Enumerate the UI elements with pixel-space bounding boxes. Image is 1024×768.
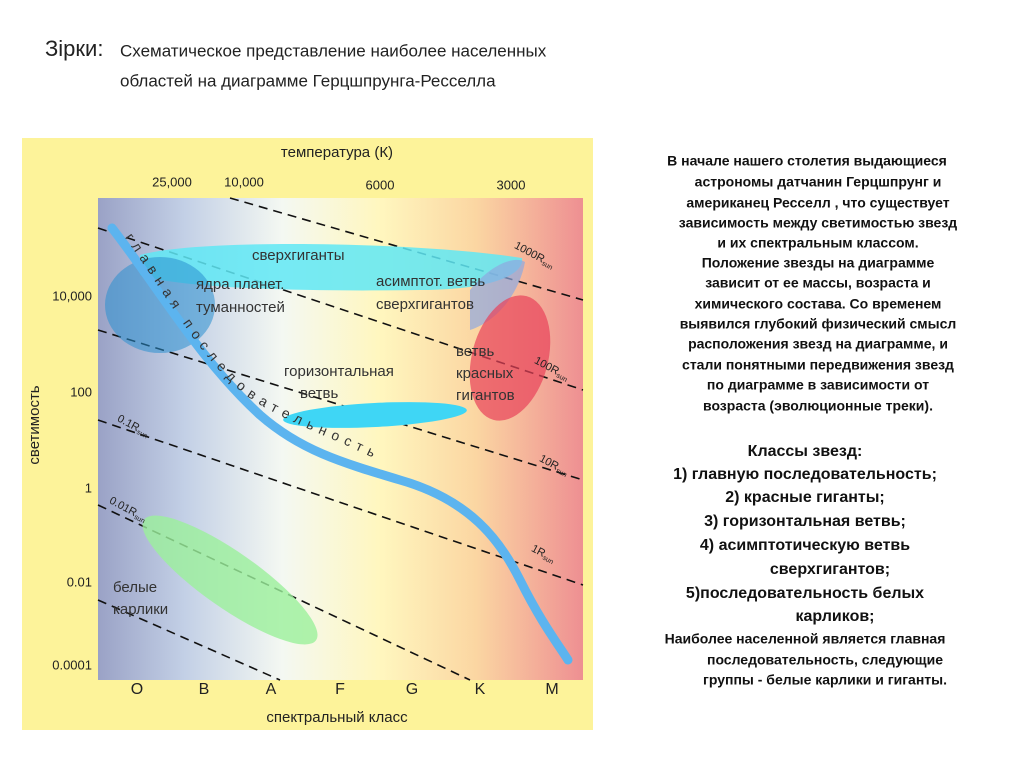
region-label: гигантов [456, 387, 515, 404]
radius-sub: sun [541, 554, 554, 566]
class-item: 4) асимптотическую ветвь [700, 537, 910, 554]
temperature-tick: 10,000 [224, 174, 264, 189]
asymptotic-region [470, 259, 525, 330]
radius-sub: sun [135, 429, 148, 441]
class-item: 1) главную последовательность; [673, 466, 937, 483]
conclusion-line: Наиболее населенной является главная [665, 631, 946, 647]
region-label: ветвь [300, 385, 338, 402]
region-label: сверхгигантов [376, 296, 474, 313]
radius-sub: sun [555, 467, 568, 479]
paragraph-line: выявился глубокий физический смысл [680, 316, 957, 332]
radius-sub: sun [555, 372, 568, 384]
region-label: красных [456, 365, 514, 382]
paragraph-line: зависимость между светимостью звезд [679, 215, 957, 231]
paragraph-line: зависит от ее массы, возраста и [705, 275, 931, 291]
red-giants-region [469, 295, 551, 421]
radius-label: 1Rsun [529, 543, 558, 566]
paragraph-line: по диаграмме в зависимости от [707, 377, 929, 393]
spectral-class: K [475, 681, 486, 698]
spectral-class: A [266, 681, 277, 698]
spectral-class: O [131, 681, 143, 698]
class-item: карликов; [795, 608, 874, 625]
supergiants-region [140, 243, 523, 291]
temperature-tick: 3000 [497, 177, 526, 192]
paragraph-line: и их спектральным классом. [717, 235, 918, 251]
region-label: сверхгиганты [252, 247, 345, 264]
region-label: туманностей [196, 299, 285, 316]
radius-label: 1R [529, 543, 547, 560]
region-label: горизонтальная [284, 363, 394, 380]
spectral-class: G [406, 681, 418, 698]
class-item: 2) красные гиганты; [725, 489, 884, 506]
radius-sub: sun [133, 514, 146, 526]
region-label: ядра планет. [196, 276, 284, 293]
axis-title: температура (К) [281, 144, 393, 161]
luminosity-tick: 100 [70, 384, 92, 399]
luminosity-tick: 0.0001 [52, 657, 92, 672]
paragraph-line: В начале нашего столетия выдающиеся [667, 153, 947, 169]
luminosity-tick: 1 [85, 480, 92, 495]
axis-title: светимость [26, 385, 43, 464]
main-sequence [107, 223, 573, 665]
class-item: 5)последовательность белых [686, 585, 924, 602]
paragraph-line: стали понятными передвижения звезд [682, 357, 954, 373]
paragraph-line: Положение звезды на диаграмме [702, 255, 935, 271]
horizontal-branch-region [283, 402, 467, 428]
spectral-class: F [335, 681, 345, 698]
white-dwarfs-region [142, 515, 318, 645]
temperature-tick: 6000 [366, 177, 395, 192]
paragraph-line: химического состава. Со временем [695, 296, 942, 312]
title-lead: Зірки: [45, 36, 103, 61]
title: областей на диаграмме Герцшпрунга-Рессел… [120, 71, 496, 90]
region-label: асимптот. ветвь [376, 273, 485, 290]
radius-sub: sun [540, 260, 553, 272]
paragraph-line: американец Ресселл , что существует [686, 195, 949, 211]
region-label: белые [113, 579, 157, 596]
axis-title: спектральный класс [266, 709, 408, 726]
region-label: карлики [113, 601, 168, 618]
region-label: ветвь [456, 343, 494, 360]
luminosity-tick: 10,000 [52, 288, 92, 303]
paragraph-line: возраста (эволюционные треки). [703, 398, 933, 414]
paragraph-line: астрономы датчанин Герцшпрунг и [695, 174, 942, 190]
classes-title: Классы звезд: [748, 443, 863, 460]
paragraph-line: расположения звезд на диаграмме, и [688, 336, 948, 352]
conclusion-line: группы - белые карлики и гиганты. [703, 672, 947, 688]
spectral-class: M [545, 681, 558, 698]
temperature-tick: 25,000 [152, 174, 192, 189]
spectral-class: B [199, 681, 210, 698]
conclusion-line: последовательность, следующие [707, 652, 943, 668]
luminosity-tick: 0.01 [67, 574, 92, 589]
class-item: 3) горизонтальная ветвь; [704, 513, 906, 530]
title: Схематическое представление наиболее нас… [120, 41, 547, 60]
class-item: сверхгигантов; [770, 561, 890, 578]
